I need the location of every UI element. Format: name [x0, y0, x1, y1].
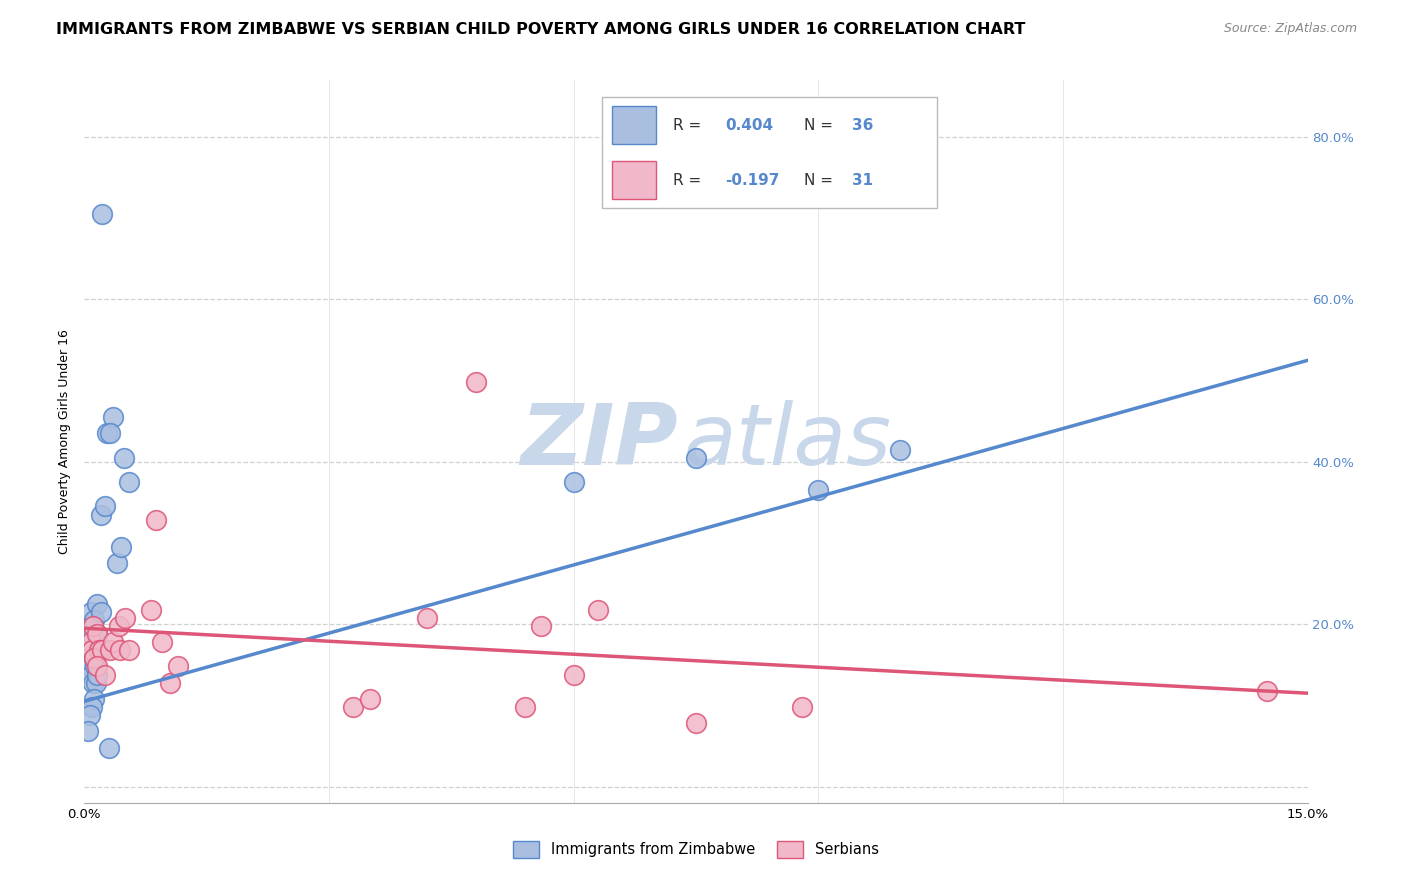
Point [105, 557, 128, 571]
Point [159, 675, 181, 690]
Point [86, 659, 108, 673]
Text: atlas: atlas [683, 400, 891, 483]
Point [110, 643, 132, 657]
Point [84, 659, 107, 673]
Point [82, 619, 104, 633]
Point [342, 700, 364, 714]
Point [91, 207, 114, 221]
Text: IMMIGRANTS FROM ZIMBABWE VS SERBIAN CHILD POVERTY AMONG GIRLS UNDER 16 CORRELATI: IMMIGRANTS FROM ZIMBABWE VS SERBIAN CHIL… [56, 22, 1025, 37]
Point [118, 475, 141, 490]
Point [96, 426, 118, 441]
Point [82, 675, 104, 690]
Y-axis label: Child Poverty Among Girls Under 16: Child Poverty Among Girls Under 16 [58, 329, 72, 554]
Point [80, 643, 103, 657]
Point [101, 635, 124, 649]
Point [685, 716, 707, 731]
Point [82, 643, 104, 657]
Point [150, 635, 173, 649]
Point [83, 651, 105, 665]
Text: ZIP: ZIP [520, 400, 678, 483]
Point [145, 513, 167, 527]
Point [80, 667, 103, 681]
Text: Source: ZipAtlas.com: Source: ZipAtlas.com [1223, 22, 1357, 36]
Point [101, 410, 124, 425]
Point [586, 602, 609, 616]
Point [562, 475, 585, 490]
Point [83, 651, 105, 665]
Point [86, 667, 108, 681]
Point [87, 643, 110, 657]
Point [86, 597, 108, 611]
Point [86, 627, 108, 641]
Point [100, 643, 122, 657]
Point [562, 667, 585, 681]
Point [80, 635, 103, 649]
Point [141, 602, 163, 616]
Point [93, 500, 115, 514]
Point [87, 643, 110, 657]
Point [889, 442, 911, 457]
Point [114, 610, 136, 624]
Point [80, 643, 103, 657]
Point [86, 627, 108, 641]
Point [80, 700, 103, 714]
Point [359, 692, 381, 706]
Point [107, 619, 129, 633]
Point [84, 675, 107, 690]
Point [790, 700, 813, 714]
Point [90, 508, 112, 522]
Point [90, 605, 112, 619]
Point [685, 450, 707, 465]
Point [83, 692, 105, 706]
Point [513, 700, 536, 714]
Point [530, 619, 553, 633]
Point [93, 667, 115, 681]
Point [416, 610, 439, 624]
Point [110, 540, 132, 554]
Point [464, 376, 486, 390]
Point [79, 708, 101, 723]
Point [80, 605, 103, 619]
Point [807, 483, 830, 498]
Point [91, 643, 114, 657]
Point [77, 659, 100, 673]
Point [82, 629, 104, 643]
Point [80, 651, 103, 665]
Point [97, 740, 120, 755]
Point [1256, 683, 1278, 698]
Point [83, 613, 105, 627]
Point [77, 724, 100, 739]
Point [112, 450, 135, 465]
Legend: Immigrants from Zimbabwe, Serbians: Immigrants from Zimbabwe, Serbians [508, 835, 884, 864]
Point [118, 643, 141, 657]
Point [100, 426, 122, 441]
Point [167, 659, 190, 673]
